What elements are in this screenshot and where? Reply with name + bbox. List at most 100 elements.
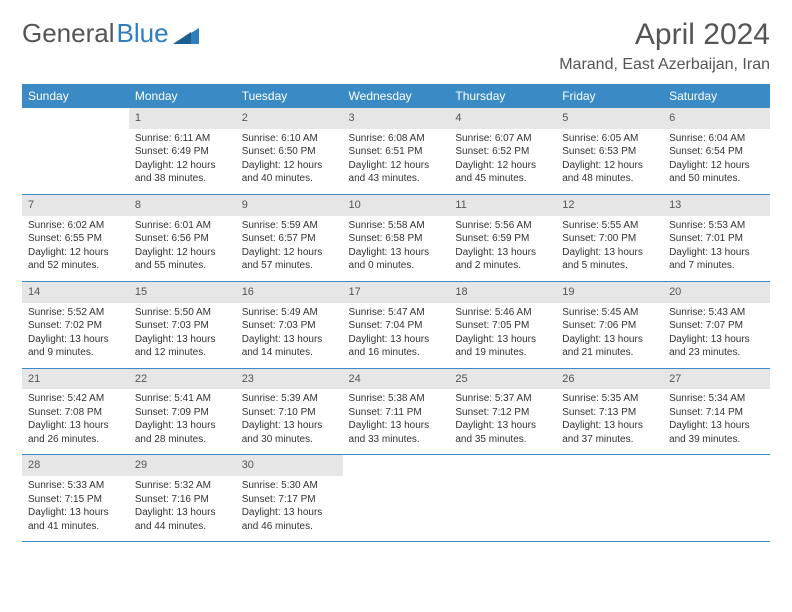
day-line: Sunrise: 5:55 AM [562, 219, 657, 233]
day-line: Sunset: 7:07 PM [669, 319, 764, 333]
day-line: Sunset: 7:14 PM [669, 406, 764, 420]
day-number: 16 [236, 282, 343, 303]
day-number: 21 [22, 369, 129, 390]
day-body: Sunrise: 5:45 AMSunset: 7:06 PMDaylight:… [556, 303, 663, 368]
day-line: Daylight: 13 hours [135, 506, 230, 520]
day-line: Sunset: 7:03 PM [135, 319, 230, 333]
logo-text-blue: Blue [117, 18, 169, 49]
day-number: 9 [236, 195, 343, 216]
day-line: Sunrise: 5:38 AM [349, 392, 444, 406]
day-line: Sunset: 7:10 PM [242, 406, 337, 420]
day-line: and 2 minutes. [455, 259, 550, 273]
day-line: and 50 minutes. [669, 172, 764, 186]
day-line: Sunset: 6:57 PM [242, 232, 337, 246]
calendar-cell: 15Sunrise: 5:50 AMSunset: 7:03 PMDayligh… [129, 281, 236, 368]
day-number: 7 [22, 195, 129, 216]
day-line: and 43 minutes. [349, 172, 444, 186]
day-line: Sunset: 6:50 PM [242, 145, 337, 159]
day-number: 26 [556, 369, 663, 390]
day-line: Daylight: 13 hours [562, 246, 657, 260]
weekday-header: Wednesday [343, 84, 450, 108]
day-line: Daylight: 13 hours [562, 333, 657, 347]
calendar-week-row: 21Sunrise: 5:42 AMSunset: 7:08 PMDayligh… [22, 368, 770, 455]
day-number: 29 [129, 455, 236, 476]
calendar-cell: 27Sunrise: 5:34 AMSunset: 7:14 PMDayligh… [663, 368, 770, 455]
day-number: 12 [556, 195, 663, 216]
day-line: and 35 minutes. [455, 433, 550, 447]
weekday-header: Thursday [449, 84, 556, 108]
day-line: Sunset: 6:59 PM [455, 232, 550, 246]
day-line: Sunrise: 5:47 AM [349, 306, 444, 320]
day-body: Sunrise: 6:01 AMSunset: 6:56 PMDaylight:… [129, 216, 236, 281]
day-line: Daylight: 12 hours [135, 159, 230, 173]
day-line: Daylight: 12 hours [669, 159, 764, 173]
day-line: Daylight: 13 hours [455, 419, 550, 433]
day-body: Sunrise: 6:07 AMSunset: 6:52 PMDaylight:… [449, 129, 556, 194]
weekday-header: Monday [129, 84, 236, 108]
day-number: 24 [343, 369, 450, 390]
day-body: Sunrise: 5:30 AMSunset: 7:17 PMDaylight:… [236, 476, 343, 541]
day-line: Daylight: 13 hours [349, 333, 444, 347]
calendar-cell: 22Sunrise: 5:41 AMSunset: 7:09 PMDayligh… [129, 368, 236, 455]
day-line: Daylight: 13 hours [349, 246, 444, 260]
calendar-week-row: 14Sunrise: 5:52 AMSunset: 7:02 PMDayligh… [22, 281, 770, 368]
day-body [22, 129, 129, 185]
logo-triangle-icon [173, 24, 199, 44]
day-line: Sunrise: 5:46 AM [455, 306, 550, 320]
day-body: Sunrise: 5:52 AMSunset: 7:02 PMDaylight:… [22, 303, 129, 368]
day-line: Daylight: 13 hours [28, 333, 123, 347]
day-line: Sunrise: 5:45 AM [562, 306, 657, 320]
day-line: Daylight: 13 hours [242, 419, 337, 433]
day-line: Sunset: 7:13 PM [562, 406, 657, 420]
day-line: Sunset: 6:51 PM [349, 145, 444, 159]
day-line: and 5 minutes. [562, 259, 657, 273]
day-body: Sunrise: 5:55 AMSunset: 7:00 PMDaylight:… [556, 216, 663, 281]
day-body: Sunrise: 5:53 AMSunset: 7:01 PMDaylight:… [663, 216, 770, 281]
day-body: Sunrise: 5:34 AMSunset: 7:14 PMDaylight:… [663, 389, 770, 454]
calendar-cell: 1Sunrise: 6:11 AMSunset: 6:49 PMDaylight… [129, 108, 236, 194]
day-line: Sunrise: 5:35 AM [562, 392, 657, 406]
day-line: Sunrise: 5:56 AM [455, 219, 550, 233]
calendar-cell [22, 108, 129, 194]
day-line: Sunset: 7:06 PM [562, 319, 657, 333]
calendar-cell: 16Sunrise: 5:49 AMSunset: 7:03 PMDayligh… [236, 281, 343, 368]
day-number: 30 [236, 455, 343, 476]
calendar-cell: 30Sunrise: 5:30 AMSunset: 7:17 PMDayligh… [236, 455, 343, 542]
day-line: Sunrise: 6:02 AM [28, 219, 123, 233]
day-number: 14 [22, 282, 129, 303]
day-body: Sunrise: 5:42 AMSunset: 7:08 PMDaylight:… [22, 389, 129, 454]
day-line: and 38 minutes. [135, 172, 230, 186]
calendar-week-row: 7Sunrise: 6:02 AMSunset: 6:55 PMDaylight… [22, 194, 770, 281]
calendar-cell: 2Sunrise: 6:10 AMSunset: 6:50 PMDaylight… [236, 108, 343, 194]
calendar-cell: 20Sunrise: 5:43 AMSunset: 7:07 PMDayligh… [663, 281, 770, 368]
day-number: 1 [129, 108, 236, 129]
calendar-cell: 9Sunrise: 5:59 AMSunset: 6:57 PMDaylight… [236, 194, 343, 281]
day-line: Sunrise: 5:32 AM [135, 479, 230, 493]
day-line: and 45 minutes. [455, 172, 550, 186]
day-line: and 28 minutes. [135, 433, 230, 447]
calendar-cell [449, 455, 556, 542]
day-number: 23 [236, 369, 343, 390]
calendar-cell: 17Sunrise: 5:47 AMSunset: 7:04 PMDayligh… [343, 281, 450, 368]
day-number: 28 [22, 455, 129, 476]
day-body [556, 476, 663, 532]
day-number: 5 [556, 108, 663, 129]
calendar-cell: 21Sunrise: 5:42 AMSunset: 7:08 PMDayligh… [22, 368, 129, 455]
day-line: Daylight: 13 hours [242, 333, 337, 347]
calendar-week-row: 1Sunrise: 6:11 AMSunset: 6:49 PMDaylight… [22, 108, 770, 194]
calendar-cell: 26Sunrise: 5:35 AMSunset: 7:13 PMDayligh… [556, 368, 663, 455]
day-line: and 55 minutes. [135, 259, 230, 273]
day-line: Sunrise: 5:53 AM [669, 219, 764, 233]
day-body: Sunrise: 5:38 AMSunset: 7:11 PMDaylight:… [343, 389, 450, 454]
day-line: Daylight: 13 hours [349, 419, 444, 433]
day-line: Daylight: 12 hours [349, 159, 444, 173]
day-line: Sunrise: 5:42 AM [28, 392, 123, 406]
day-line: Sunrise: 5:52 AM [28, 306, 123, 320]
day-number: 4 [449, 108, 556, 129]
day-line: and 14 minutes. [242, 346, 337, 360]
day-number: 22 [129, 369, 236, 390]
logo: GeneralBlue [22, 18, 199, 49]
day-line: Sunrise: 6:05 AM [562, 132, 657, 146]
month-title: April 2024 [559, 18, 770, 52]
calendar-cell: 10Sunrise: 5:58 AMSunset: 6:58 PMDayligh… [343, 194, 450, 281]
